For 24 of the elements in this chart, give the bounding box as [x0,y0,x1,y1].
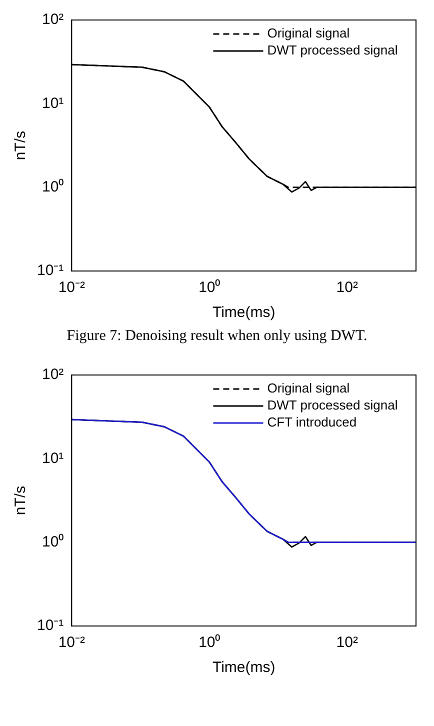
y-tick-label: 10⁻¹ [36,617,64,634]
y-tick-label: 10² [42,366,64,384]
x-tick-label: 10⁻² [58,279,86,296]
y-tick-label: 10⁰ [42,533,64,550]
y-tick-label: 10¹ [42,450,64,467]
y-tick-label: 10⁰ [42,178,64,196]
x-tick-label: 10⁰ [198,634,220,652]
x-tick-label: 10² [336,634,358,652]
legend-label: CFT introduced [267,414,357,430]
legend-label: Original signal [267,26,350,41]
y-axis-title: nT/s [12,486,30,516]
x-tick-label: 10² [336,279,358,296]
y-axis-title: nT/s [12,130,30,160]
caption: Figure 7: Denoising result when only using DWT. [66,328,368,345]
x-tick-label: 10⁻² [58,634,86,652]
legend-label: DWT processed signal [267,398,398,413]
legend-label: DWT processed signal [267,42,398,58]
x-tick-label: 10⁰ [198,279,220,296]
x-axis-title: Time(ms) [212,659,276,676]
legend-label: Original signal [267,380,350,396]
y-tick-label: 10¹ [42,94,64,112]
y-tick-label: 10⁻¹ [36,262,64,280]
y-tick-label: 10² [42,11,64,28]
x-axis-title: Time(ms) [212,304,276,322]
